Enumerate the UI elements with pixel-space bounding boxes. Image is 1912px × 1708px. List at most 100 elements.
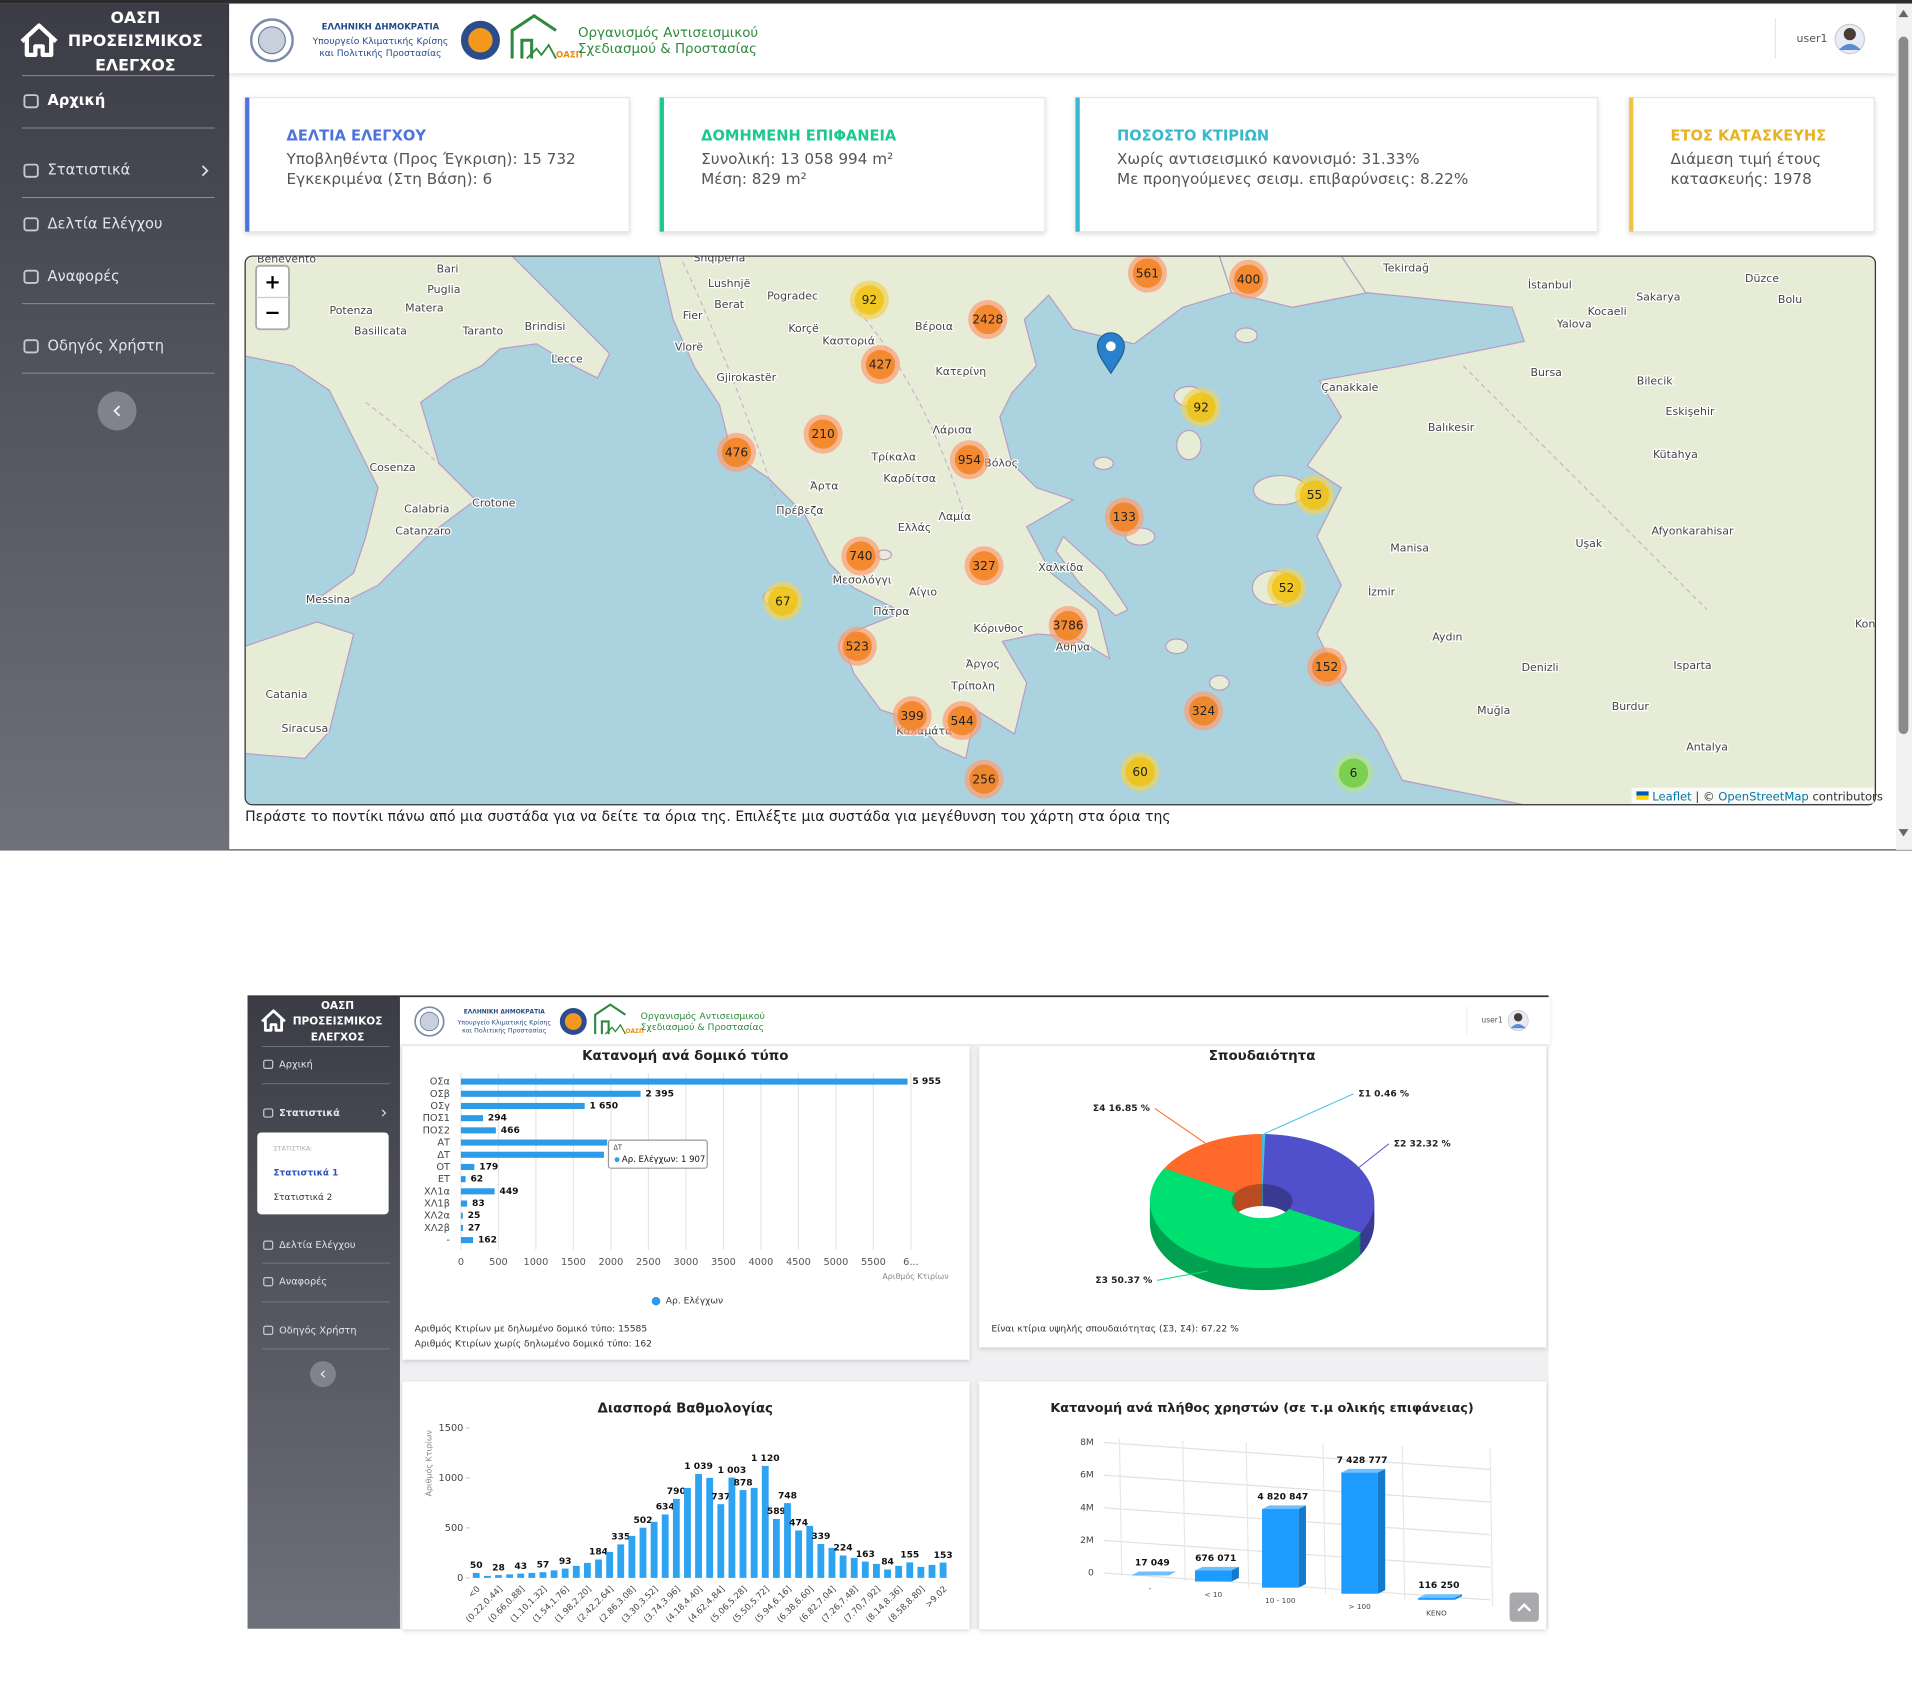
cluster-count[interactable]: 256 bbox=[972, 772, 995, 786]
cluster-count[interactable]: 740 bbox=[849, 549, 872, 563]
user-name[interactable]: user1 bbox=[1797, 32, 1828, 45]
value-label: 1 650 bbox=[590, 1101, 619, 1111]
cluster-count[interactable]: 399 bbox=[900, 709, 923, 723]
scrollbar-thumb[interactable] bbox=[1898, 36, 1909, 735]
cluster-count[interactable]: 152 bbox=[1315, 660, 1338, 674]
pie-slice[interactable] bbox=[1149, 1168, 1362, 1269]
cluster-count[interactable]: 55 bbox=[1307, 488, 1323, 502]
cluster[interactable] bbox=[768, 586, 798, 616]
cluster[interactable] bbox=[954, 445, 985, 475]
place-label: Denizli bbox=[1522, 661, 1559, 674]
menu-item[interactable]: Αναφορές bbox=[48, 268, 120, 285]
cluster-count[interactable]: 327 bbox=[972, 559, 995, 573]
cluster[interactable] bbox=[1109, 502, 1139, 532]
map[interactable]: Benevento Bari Puglia Matera Potenza Basilica… bbox=[245, 252, 1888, 805]
scroll-down[interactable] bbox=[1898, 829, 1909, 837]
cluster[interactable] bbox=[854, 285, 885, 315]
user-name[interactable]: user1 bbox=[1481, 1016, 1502, 1025]
x-tick-label: 3500 bbox=[711, 1257, 736, 1268]
cluster[interactable] bbox=[1132, 258, 1163, 288]
value-label: 27 bbox=[468, 1223, 481, 1233]
cluster[interactable] bbox=[897, 701, 927, 731]
cluster[interactable] bbox=[842, 631, 872, 661]
cluster[interactable] bbox=[1125, 757, 1155, 787]
menu-item[interactable]: Αναφορές bbox=[279, 1276, 327, 1288]
sidebar-toggle[interactable] bbox=[309, 1361, 336, 1388]
cluster[interactable] bbox=[721, 437, 752, 468]
cluster[interactable] bbox=[1338, 758, 1369, 788]
cluster[interactable] bbox=[1299, 480, 1330, 510]
cluster-count[interactable]: 210 bbox=[811, 427, 834, 441]
cluster[interactable] bbox=[1234, 264, 1264, 294]
pie-slice[interactable] bbox=[1262, 1134, 1266, 1185]
attribution-part[interactable]: Leaflet bbox=[1652, 789, 1692, 803]
pie-slice[interactable] bbox=[1262, 1134, 1375, 1233]
pie-slice[interactable] bbox=[1164, 1134, 1263, 1193]
cluster-count[interactable]: 92 bbox=[862, 293, 878, 307]
cluster[interactable] bbox=[1271, 573, 1302, 603]
cluster-count[interactable]: 6 bbox=[1350, 766, 1358, 780]
cluster[interactable] bbox=[1188, 696, 1219, 726]
x-tick-label: - bbox=[1149, 1584, 1152, 1593]
value-label: 1 039 bbox=[684, 1462, 713, 1472]
cluster-count[interactable]: 3786 bbox=[1053, 619, 1084, 633]
emblem bbox=[249, 18, 294, 63]
menu-item[interactable]: Δελτία Ελέγχου bbox=[279, 1239, 356, 1251]
card-line: Εγκεκριμένα (Στη Βάση): 6 bbox=[287, 170, 493, 188]
menu-item[interactable]: Δελτία Ελέγχου bbox=[48, 215, 163, 232]
map-marker[interactable] bbox=[1096, 332, 1125, 375]
cluster-count[interactable]: 324 bbox=[1192, 704, 1216, 718]
cluster[interactable] bbox=[1053, 610, 1083, 641]
cluster-count[interactable]: 60 bbox=[1132, 765, 1148, 779]
header bbox=[229, 3, 1897, 74]
cluster[interactable] bbox=[947, 706, 977, 736]
menu-item[interactable]: Οδηγός Χρήστη bbox=[48, 337, 164, 354]
sidebar-toggle[interactable] bbox=[97, 391, 137, 431]
scroll-top-button[interactable] bbox=[1509, 1592, 1539, 1622]
cluster-count[interactable]: 67 bbox=[775, 594, 791, 608]
cluster-count[interactable]: 476 bbox=[725, 446, 748, 460]
place-label: Άργος bbox=[966, 658, 1000, 671]
menu-item[interactable]: Αρχική bbox=[279, 1058, 313, 1070]
menu-item[interactable]: Στατιστικά bbox=[48, 162, 131, 179]
cluster-count[interactable]: 92 bbox=[1193, 400, 1209, 414]
ministry-text: ΕΛΛΗΝΙΚΗ ΔΗΜΟΚΡΑΤΙΑ bbox=[464, 1010, 546, 1016]
cluster-count[interactable]: 561 bbox=[1136, 266, 1159, 280]
cluster-count[interactable]: 544 bbox=[950, 714, 974, 728]
y-tick-label: 0 bbox=[1088, 1569, 1094, 1579]
cluster-count[interactable]: 400 bbox=[1237, 272, 1260, 286]
cluster[interactable] bbox=[1312, 652, 1342, 682]
cluster[interactable] bbox=[865, 349, 896, 380]
cluster-count[interactable]: 133 bbox=[1113, 510, 1136, 524]
x-tick-label: 3000 bbox=[673, 1257, 698, 1268]
zoom-out[interactable]: − bbox=[264, 301, 280, 324]
cluster-count[interactable]: 2428 bbox=[972, 313, 1003, 327]
cluster-count[interactable]: 954 bbox=[958, 453, 982, 467]
legend-label[interactable]: Αρ. Ελέγχων bbox=[666, 1296, 723, 1307]
cluster[interactable] bbox=[846, 541, 876, 571]
cluster[interactable] bbox=[969, 764, 999, 794]
submenu-header: ΣΤΑΤΙΣΤΙΚΑ: bbox=[273, 1145, 312, 1153]
bar bbox=[895, 1565, 903, 1578]
menu-item[interactable]: Αρχική bbox=[48, 92, 106, 109]
cluster-count[interactable]: 523 bbox=[846, 639, 869, 653]
menu-item[interactable]: Οδηγός Χρήστη bbox=[279, 1324, 356, 1336]
bar bbox=[460, 1151, 604, 1158]
submenu-item[interactable]: Στατιστικά 1 bbox=[273, 1169, 338, 1179]
value-label: 466 bbox=[501, 1126, 520, 1136]
cluster-count[interactable]: 52 bbox=[1279, 581, 1295, 595]
cluster[interactable] bbox=[1186, 392, 1216, 422]
zoom-in[interactable]: + bbox=[264, 270, 280, 293]
submenu-item[interactable]: Στατιστικά 2 bbox=[273, 1193, 332, 1203]
cluster[interactable] bbox=[973, 304, 1003, 335]
y-tick-label: 0 bbox=[457, 1573, 463, 1584]
scroll-up[interactable] bbox=[1898, 9, 1909, 18]
place-label: Manisa bbox=[1390, 542, 1429, 555]
cluster[interactable] bbox=[969, 551, 999, 581]
cluster-count[interactable]: 427 bbox=[869, 358, 892, 372]
x-tick-label: 1000 bbox=[524, 1257, 549, 1268]
bar-chart: Κατανομή ανά δομικό τύπο 0 500 1000 1500 2000… bbox=[415, 1048, 950, 1349]
menu-item[interactable]: Στατιστικά bbox=[279, 1107, 340, 1119]
cluster[interactable] bbox=[808, 419, 838, 449]
attribution-part[interactable]: OpenStreetMap bbox=[1718, 789, 1809, 803]
